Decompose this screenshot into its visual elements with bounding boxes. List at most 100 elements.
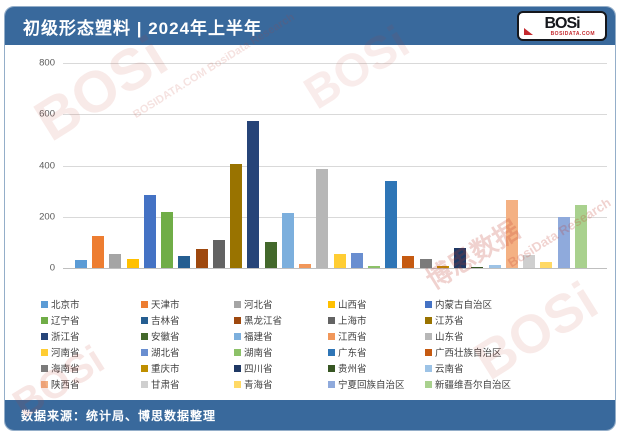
legend-swatch-icon	[41, 348, 48, 356]
legend-label: 湖北省	[151, 348, 180, 359]
legend-swatch-icon	[234, 332, 241, 340]
legend-label: 四川省	[244, 364, 273, 375]
legend-item: 广西壮族自治区	[425, 345, 605, 359]
legend-item: 北京市	[41, 297, 141, 311]
y-tick-label-600: 600	[39, 108, 55, 120]
legend-swatch-icon	[328, 380, 335, 388]
bar-浙江省	[247, 120, 260, 268]
legend-label: 内蒙古自治区	[435, 300, 493, 311]
bar-青海省	[540, 262, 553, 268]
gridline-600	[63, 114, 607, 116]
legend-swatch-icon	[425, 348, 432, 356]
bar-山东省	[316, 169, 329, 268]
legend-swatch-icon	[141, 332, 148, 340]
legend-item: 上海市	[328, 313, 425, 327]
legend-label: 海南省	[51, 364, 80, 375]
legend-swatch-icon	[234, 364, 241, 372]
legend-item: 湖北省	[141, 345, 234, 359]
legend-item: 陕西省	[41, 377, 141, 391]
legend-item: 新疆维吾尔自治区	[425, 377, 605, 391]
legend-item: 甘肃省	[141, 377, 234, 391]
legend-swatch-icon	[234, 380, 241, 388]
chart-body: 0 200 400 600 800 北京市 天津市 河北省 山西省 内蒙古自治区 辽宁省 吉林省 黑龙…	[5, 45, 615, 400]
legend-item: 四川省	[234, 361, 328, 375]
data-source-label: 数据来源：统计局、博思数据整理	[21, 408, 217, 423]
legend-label: 黑龙江省	[244, 316, 283, 327]
legend-swatch-icon	[141, 300, 148, 308]
chart-legend: 北京市 天津市 河北省 山西省 内蒙古自治区 辽宁省 吉林省 黑龙江省 上海市 江苏省 浙江省 安徽省…	[5, 286, 615, 392]
legend-label: 湖南省	[244, 348, 273, 359]
legend-item: 安徽省	[141, 329, 234, 343]
legend-label: 云南省	[435, 364, 464, 375]
bar-贵州省	[471, 266, 484, 268]
bar-安徽省	[264, 242, 277, 268]
legend-swatch-icon	[141, 380, 148, 388]
bar-湖北省	[350, 252, 363, 268]
legend-label: 重庆市	[151, 364, 180, 375]
legend-swatch-icon	[425, 300, 432, 308]
bar-chart: 0 200 400 600 800	[5, 45, 615, 286]
legend-swatch-icon	[234, 348, 241, 356]
bar-黑龙江省	[195, 248, 208, 268]
bar-甘肃省	[523, 255, 536, 268]
y-tick-label-400: 400	[39, 160, 55, 171]
legend-label: 江西省	[338, 332, 367, 343]
bosi-logo-text: BOSi	[544, 14, 580, 32]
legend-item: 江西省	[328, 329, 425, 343]
legend-label: 陕西省	[51, 380, 80, 391]
legend-item: 云南省	[425, 361, 605, 375]
bar-北京市	[75, 260, 87, 268]
bar-广西壮族自治区	[402, 256, 415, 268]
y-tick-label-0: 0	[49, 262, 55, 274]
legend-swatch-icon	[328, 300, 335, 308]
legend-swatch-icon	[41, 380, 48, 388]
legend-swatch-icon	[425, 364, 432, 372]
legend-item: 河北省	[234, 297, 328, 311]
bar-山西省	[126, 259, 139, 268]
legend-item: 浙江省	[41, 329, 141, 343]
legend-swatch-icon	[141, 364, 148, 372]
legend-label: 山东省	[435, 332, 464, 343]
bar-四川省	[454, 247, 467, 268]
legend-label: 河南省	[51, 348, 80, 359]
bar-宁夏回族自治区	[557, 216, 570, 268]
legend-label: 吉林省	[151, 316, 180, 327]
gridline-0	[63, 268, 607, 269]
bar-新疆维吾尔自治区	[574, 205, 587, 268]
legend-item: 内蒙古自治区	[425, 297, 605, 311]
bar-湖南省	[367, 265, 380, 268]
legend-label: 安徽省	[151, 332, 180, 343]
legend-swatch-icon	[328, 348, 335, 356]
bar-上海市	[212, 239, 225, 268]
legend-item: 山西省	[328, 297, 425, 311]
bars-container	[75, 63, 587, 268]
report-card: 初级形态塑料 | 2024年上半年 BOSi BOSIDATA.COM 0 200…	[4, 6, 616, 431]
y-tick-label-200: 200	[39, 211, 55, 223]
gridline-200	[63, 216, 607, 218]
bar-辽宁省	[161, 211, 174, 268]
legend-item: 湖南省	[234, 345, 328, 359]
legend-item: 青海省	[234, 377, 328, 391]
legend-item: 山东省	[425, 329, 605, 343]
legend-label: 福建省	[244, 332, 273, 343]
bosi-logo: BOSi BOSIDATA.COM	[517, 11, 607, 41]
legend-label: 河北省	[244, 300, 273, 311]
legend-swatch-icon	[41, 300, 48, 308]
legend-label: 天津市	[151, 300, 180, 311]
bosi-logo-site: BOSIDATA.COM	[550, 30, 595, 37]
bosi-logo-red-accent-icon	[524, 28, 533, 35]
legend-swatch-icon	[425, 332, 432, 340]
bar-河南省	[333, 253, 346, 268]
legend-label: 山西省	[338, 300, 367, 311]
legend-label: 宁夏回族自治区	[338, 380, 405, 391]
bar-河北省	[109, 253, 122, 268]
legend-label: 青海省	[244, 380, 273, 391]
legend-swatch-icon	[41, 316, 48, 324]
legend-item: 天津市	[141, 297, 234, 311]
legend-swatch-icon	[328, 364, 335, 372]
gridline-800	[63, 63, 607, 64]
legend-label: 辽宁省	[51, 316, 80, 327]
legend-swatch-icon	[41, 364, 48, 372]
legend-swatch-icon	[41, 332, 48, 340]
legend-label: 贵州省	[338, 364, 367, 375]
